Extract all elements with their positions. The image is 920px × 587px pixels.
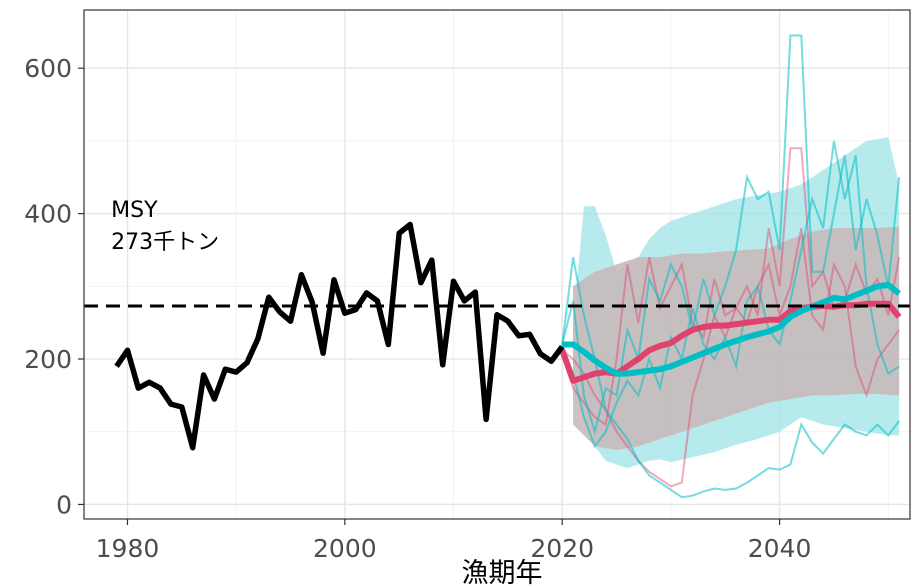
trajectory-line-b — [561, 257, 900, 499]
x-tick-label: 2000 — [313, 534, 377, 563]
trajectory-line-b — [561, 34, 901, 436]
y-tick-label: 400 — [24, 200, 72, 229]
x-tick-label: 2020 — [530, 534, 594, 563]
annotations: MSY 273千トン — [111, 198, 219, 255]
y-tick-label: 0 — [56, 490, 72, 519]
y-tick-label: 200 — [24, 345, 72, 374]
y-tick-label: 600 — [24, 54, 72, 83]
trajectory-line-b — [561, 140, 900, 449]
plot-border — [83, 9, 911, 520]
historical-series — [114, 221, 565, 451]
axis-ticks — [78, 67, 781, 525]
msy-annotation-line1: MSY — [111, 198, 158, 223]
x-axis-title: 漁期年 — [462, 558, 543, 587]
x-tick-labels: 1980 2000 2020 2040 — [96, 534, 812, 563]
x-tick-label: 1980 — [96, 534, 160, 563]
y-tick-labels: 0 200 400 600 — [24, 54, 72, 519]
msy-annotation-line2: 273千トン — [111, 230, 219, 255]
mean-line-b — [562, 281, 901, 377]
x-tick-label: 2040 — [748, 534, 812, 563]
historical-line — [114, 221, 565, 451]
